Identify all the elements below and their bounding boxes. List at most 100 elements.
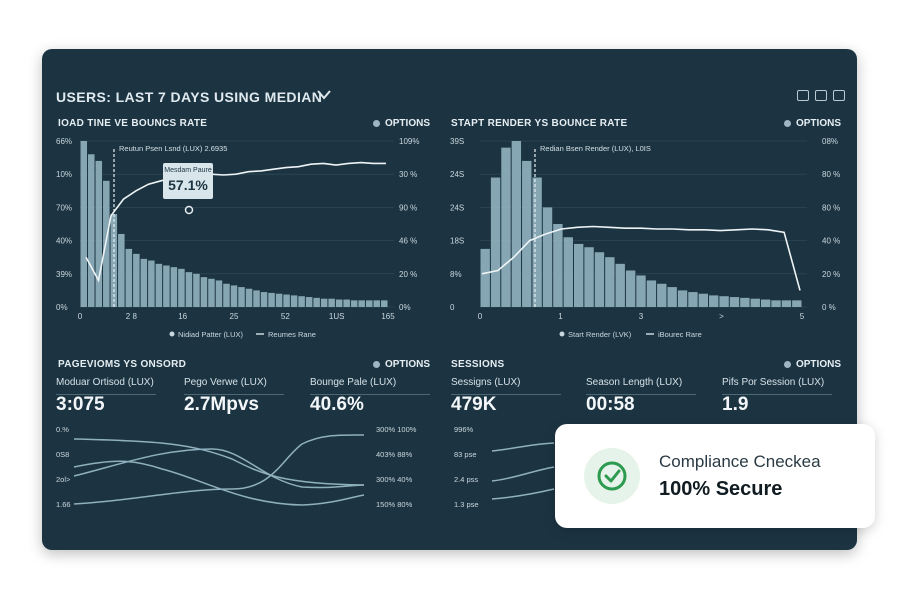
histogram-bar [563, 237, 573, 307]
y-axis-tick: 18S [450, 237, 464, 246]
x-axis-tick: 5 [800, 312, 805, 321]
histogram-bar [125, 248, 133, 307]
histogram-bar [636, 275, 646, 307]
histogram-bar [740, 297, 750, 307]
x-axis-tick: 0 [478, 312, 483, 321]
divider [56, 394, 156, 395]
histogram-bar [553, 224, 563, 307]
histogram-bar [223, 283, 230, 307]
options-button[interactable]: OPTIONS [372, 359, 430, 370]
window-controls [797, 90, 845, 101]
metric-value: 3:075 [56, 394, 105, 415]
y-axis-tick: 10% [56, 170, 72, 179]
x-axis-tick: 165 [381, 312, 395, 321]
histogram-bar [480, 248, 490, 307]
histogram-bar [657, 283, 667, 307]
x-axis-tick: 16 [178, 312, 187, 321]
options-icon [372, 361, 380, 368]
restore-icon[interactable] [815, 90, 827, 101]
histogram-bar [133, 253, 140, 307]
compliance-card[interactable]: Compliance Cneckea 100% Secure [555, 424, 875, 528]
histogram-bar [298, 296, 305, 307]
histogram-bar [750, 298, 760, 307]
histogram-bar [532, 177, 542, 307]
histogram-bar [792, 300, 802, 307]
histogram-bar [320, 298, 328, 307]
histogram-bar [140, 258, 148, 307]
histogram-bar [358, 300, 365, 307]
y-axis-tick: 80 % [822, 203, 840, 212]
metric-label: Moduar Ortisod (LUX) [56, 377, 154, 388]
divider [310, 394, 430, 395]
options-label: OPTIONS [795, 359, 841, 370]
y-axis-tick: 30 % [399, 170, 417, 179]
histogram-bar [208, 278, 215, 307]
sessions-series-line [491, 488, 555, 500]
divider [184, 394, 284, 395]
compliance-status: 100% Secure [659, 478, 783, 500]
legend-marker [169, 331, 175, 337]
maximize-icon[interactable] [833, 90, 845, 101]
options-label: OPTIONS [384, 359, 430, 370]
y-axis-tick: 70% [56, 203, 72, 212]
callout-label: Mesdam Paure [164, 167, 212, 174]
y-axis-tick: 0 [450, 303, 455, 312]
y-axis-tick: 80 % [822, 170, 840, 179]
x-axis-tick: 25 [230, 312, 239, 321]
y-axis-tick: 24S [450, 170, 464, 179]
y-axis-tick: 300% 40% [376, 475, 413, 484]
histogram-bar [615, 263, 625, 307]
y-axis-tick: 300% 100% [376, 425, 417, 434]
histogram-bar [729, 297, 740, 307]
metric-value: 00:58 [586, 394, 635, 415]
x-axis-tick: 1US [329, 312, 345, 321]
y-axis-tick: 996% [454, 425, 474, 434]
histogram-bar [343, 299, 350, 307]
options-button[interactable]: OPTIONS [372, 118, 430, 129]
y-axis-tick: 39% [56, 270, 72, 279]
histogram-bar [305, 297, 313, 307]
y-axis-tick: 66% [56, 137, 72, 146]
histogram-bar [350, 300, 358, 307]
minimize-icon[interactable] [797, 90, 809, 101]
sessions-series-line [491, 442, 555, 452]
y-axis-tick: 40% [56, 237, 72, 246]
options-label: OPTIONS [384, 118, 430, 129]
legend-marker [559, 331, 565, 337]
options-button[interactable]: OPTIONS [783, 359, 841, 370]
load-time-panel: IOAD TINE VE BOUNCS RATE OPTIONS [54, 115, 434, 345]
metric-label: Season Length (LUX) [586, 377, 683, 388]
y-axis-tick: 2.4 pss [454, 475, 478, 484]
options-icon [783, 120, 791, 127]
chevron-down-icon[interactable] [316, 87, 332, 101]
load-time-histogram: 66%10%70%40%39%0%109%30 %90 %46 %20 %0%0… [56, 137, 840, 509]
pageviews-series-line [73, 448, 365, 489]
y-axis-tick: 150% 80% [376, 500, 413, 509]
histogram-bar [365, 300, 373, 307]
histogram-bar [245, 288, 253, 307]
dashboard-title: USERS: LAST 7 DAYS USING MEDIAN [56, 89, 323, 105]
compliance-badge [584, 448, 640, 504]
y-axis-tick: 40 % [822, 237, 840, 246]
panel-title: STAPT RENDER YS BOUNCE RATE [451, 118, 628, 129]
histogram-bar [688, 292, 698, 307]
y-axis-tick: 2ol> [56, 475, 71, 484]
metric-label: Sessigns (LUX) [451, 377, 521, 388]
histogram-bar [230, 285, 238, 307]
options-button[interactable]: OPTIONS [783, 118, 841, 129]
histogram-bar [677, 290, 688, 307]
histogram-bar [275, 293, 283, 307]
y-axis-tick: 20 % [822, 270, 840, 279]
histogram-bar [335, 299, 343, 307]
histogram-bar [709, 295, 719, 307]
median-note: Reutun Psen Lsnd (LUX) 2.6935 [119, 144, 227, 153]
options-label: OPTIONS [795, 118, 841, 129]
pageviews-panel: PAGEVIOMS YS ONSORD OPTIONS Moduar Ortis… [54, 356, 434, 536]
legend-label: Reumes Rane [268, 330, 316, 339]
median-callout: Mesdam Paure 57.1% [163, 163, 213, 199]
x-axis-tick: 52 [281, 312, 290, 321]
histogram-bar [573, 243, 584, 307]
histogram-bar [118, 233, 125, 307]
histogram-bar [170, 267, 178, 307]
divider [586, 394, 696, 395]
